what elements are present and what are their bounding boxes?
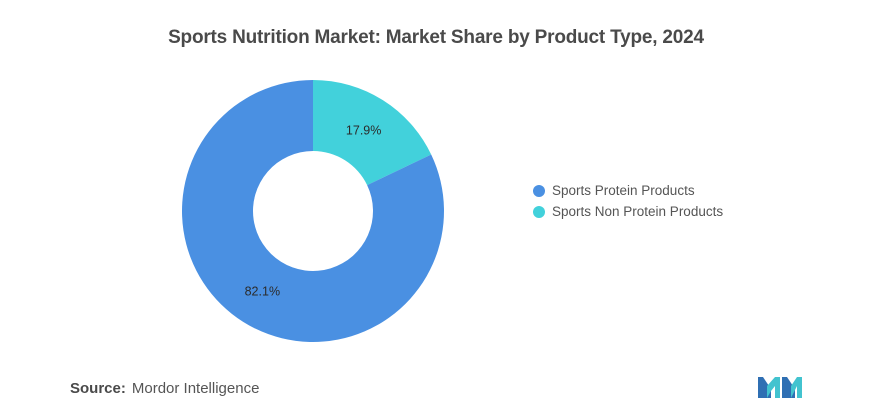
source-value: Mordor Intelligence (131, 380, 260, 397)
legend-label: Sports Protein Products (552, 183, 695, 198)
legend-item: Sports Non Protein Products (533, 201, 723, 222)
slice-value-label: 17.9% (346, 124, 381, 138)
chart-legend: Sports Protein Products Sports Non Protei… (533, 180, 723, 222)
legend-swatch (533, 184, 545, 197)
slice-sports-protein-products (182, 80, 444, 342)
source-note: Source: Mordor Intelligence (70, 380, 259, 397)
slice-sports-non-protein-products (313, 80, 432, 186)
legend-label: Sports Non Protein Products (552, 204, 724, 219)
legend-swatch (533, 205, 545, 218)
chart-title: Sports Nutrition Market: Market Share by… (168, 27, 704, 48)
slice-value-label: 82.1% (245, 284, 280, 298)
source-label: Source: (70, 380, 126, 397)
slice-labels-group: 17.9% 82.1% (245, 124, 382, 299)
legend-item: Sports Protein Products (533, 180, 723, 201)
slices-group (182, 80, 444, 342)
mordor-intelligence-logo-icon (758, 377, 802, 398)
